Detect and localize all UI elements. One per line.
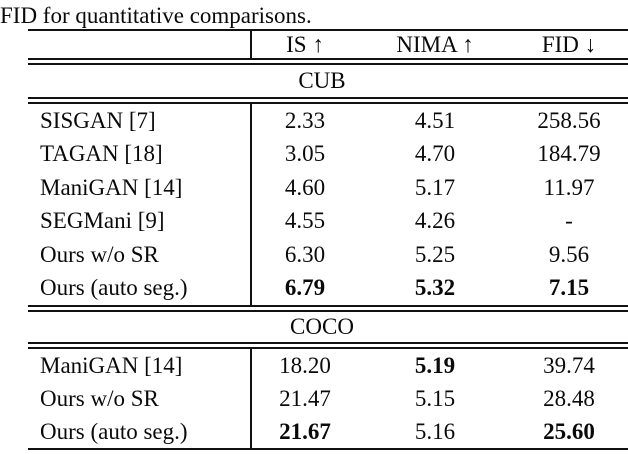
nima-value: 4.26	[414, 208, 456, 234]
nima-value: 4.70	[414, 141, 456, 167]
is-value: 4.60	[284, 174, 326, 200]
method-name: TAGAN [18]	[28, 137, 252, 171]
fid-value: 7.15	[548, 275, 590, 301]
is-value: 18.20	[279, 352, 331, 378]
table-row: SEGMani [9] 4.55 4.26 -	[28, 204, 628, 238]
nima-value: 4.51	[414, 107, 456, 133]
method-name: Ours w/o SR	[28, 382, 252, 415]
method-name: ManiGAN [14]	[28, 171, 252, 205]
col-header-fid: FID ↓	[541, 31, 597, 57]
nima-value: 5.19	[414, 352, 456, 378]
is-value: 6.30	[284, 241, 326, 267]
double-rule	[28, 305, 628, 312]
method-name: Ours w/o SR	[28, 238, 252, 272]
table-row: ManiGAN [14] 4.60 5.17 11.97	[28, 171, 628, 205]
is-value: 3.05	[284, 141, 326, 167]
fid-value: 25.60	[543, 418, 595, 444]
fid-value: 39.74	[543, 352, 595, 378]
table-rule-bottom	[28, 448, 628, 450]
double-rule	[28, 342, 628, 349]
is-value: 6.79	[284, 275, 326, 301]
method-name: Ours (auto seg.)	[28, 271, 252, 305]
section-title-cub: CUB	[298, 68, 346, 93]
results-table: IS ↑ NIMA ↑ FID ↓ CUB SISGAN [7] 2.33 4.…	[28, 29, 628, 450]
table-row: Ours (auto seg.) 21.67 5.16 25.60	[28, 415, 628, 448]
table-row: ManiGAN [14] 18.20 5.19 39.74	[28, 349, 628, 382]
nima-value: 5.25	[414, 241, 456, 267]
is-value: 21.67	[279, 418, 331, 444]
header-blank-cell	[28, 31, 252, 58]
table-row: SISGAN [7] 2.33 4.51 258.56	[28, 104, 628, 138]
is-value: 4.55	[284, 208, 326, 234]
fid-value: 11.97	[543, 174, 595, 200]
table-row: Ours w/o SR 21.47 5.15 28.48	[28, 382, 628, 415]
nima-value: 5.17	[414, 174, 456, 200]
table-row: Ours (auto seg.) 6.79 5.32 7.15	[28, 271, 628, 305]
table-row: Ours w/o SR 6.30 5.25 9.56	[28, 238, 628, 272]
table-row: TAGAN [18] 3.05 4.70 184.79	[28, 137, 628, 171]
method-name: Ours (auto seg.)	[28, 415, 252, 448]
method-name: ManiGAN [14]	[28, 349, 252, 382]
is-value: 21.47	[279, 385, 331, 411]
fid-value: 258.56	[537, 107, 601, 133]
table-header-row: IS ↑ NIMA ↑ FID ↓	[28, 31, 628, 58]
table-caption: FID for quantitative comparisons.	[0, 3, 312, 28]
fid-value: -	[565, 208, 573, 234]
nima-value: 5.32	[414, 275, 456, 301]
section-title-coco: COCO	[290, 314, 354, 339]
double-rule	[28, 58, 628, 65]
nima-value: 5.15	[414, 385, 456, 411]
fid-value: 28.48	[543, 385, 595, 411]
fid-value: 184.79	[537, 141, 601, 167]
fid-value: 9.56	[548, 241, 590, 267]
table-rule-top	[28, 29, 628, 31]
nima-value: 5.16	[414, 418, 456, 444]
double-rule	[28, 97, 628, 104]
method-name: SEGMani [9]	[28, 204, 252, 238]
col-header-is: IS ↑	[286, 31, 324, 57]
method-name: SISGAN [7]	[28, 104, 252, 138]
is-value: 2.33	[284, 107, 326, 133]
col-header-nima: NIMA ↑	[396, 31, 474, 57]
